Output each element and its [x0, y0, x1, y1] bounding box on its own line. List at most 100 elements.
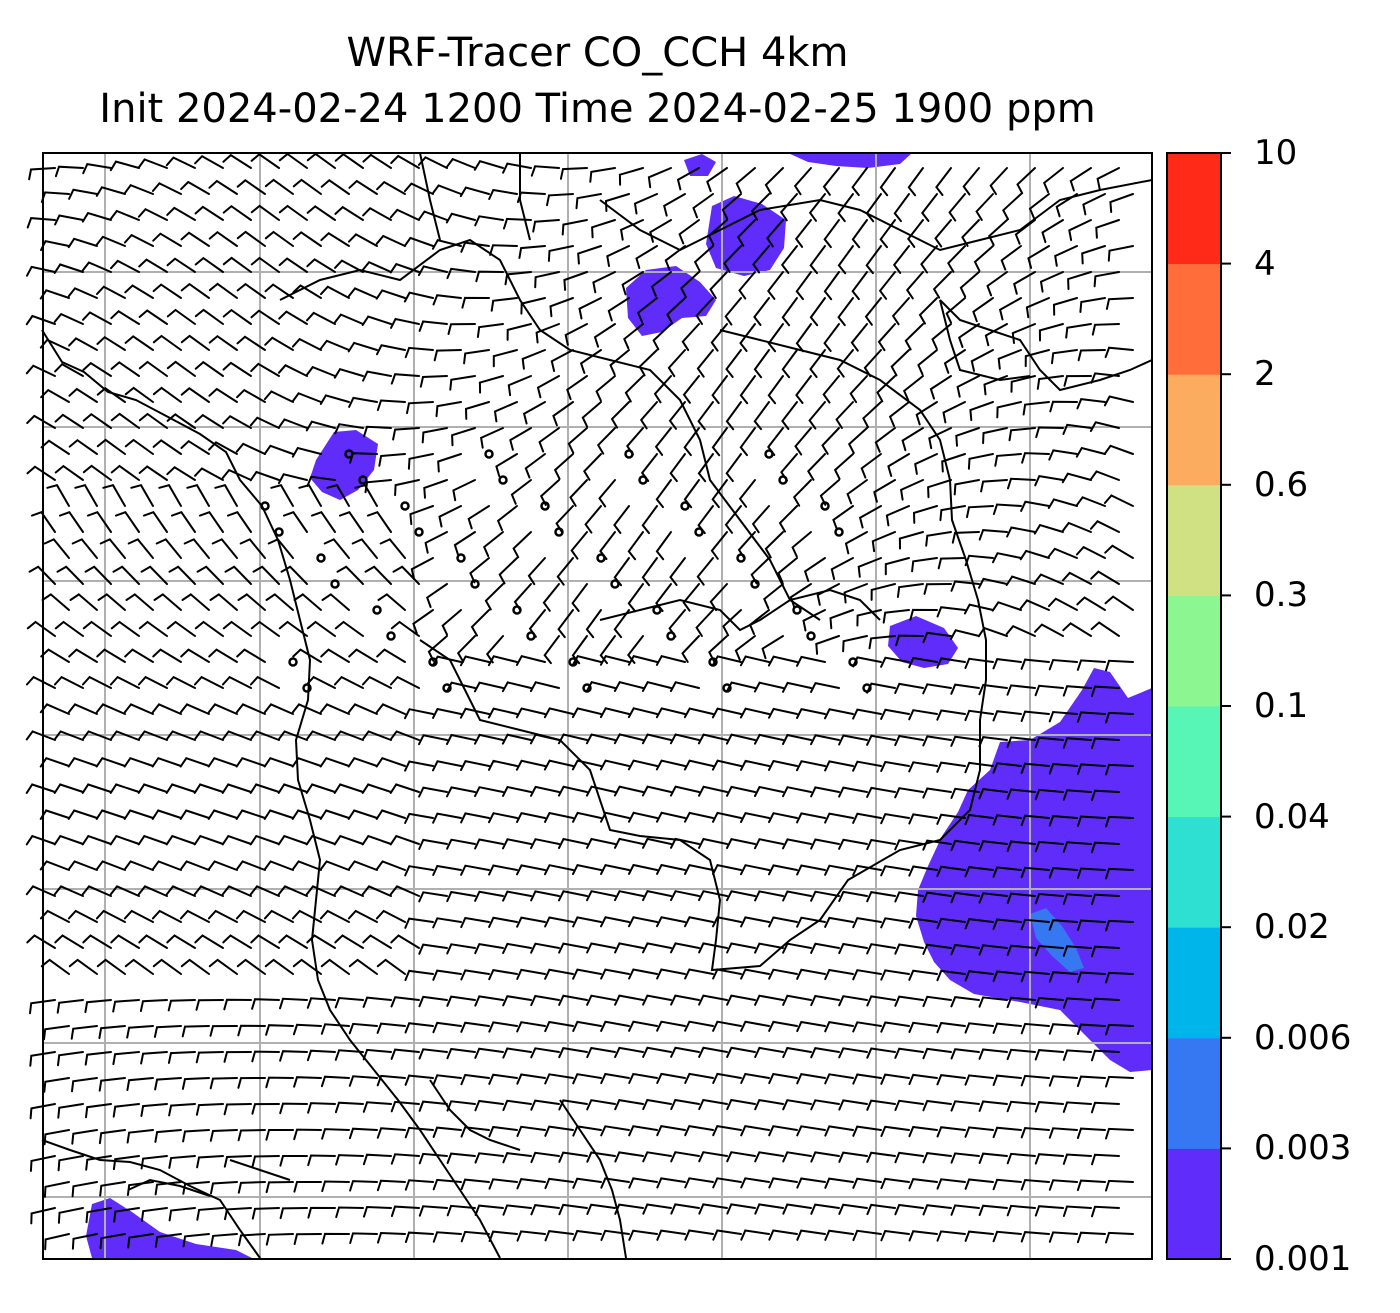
wind-barb	[753, 401, 770, 431]
wind-barb	[154, 1181, 182, 1196]
wind-barb	[155, 538, 182, 559]
wind-barb	[516, 968, 546, 980]
wind-barb	[222, 204, 252, 221]
wind-barb	[82, 620, 112, 637]
wind-barb	[348, 1022, 378, 1035]
coastline-islands	[127, 1159, 291, 1197]
calm-wind-marker	[414, 527, 424, 537]
wind-barb	[696, 349, 714, 378]
wind-barb	[460, 1126, 490, 1138]
wind-barb	[950, 891, 980, 904]
wind-barb	[628, 968, 658, 980]
wind-barb	[235, 809, 266, 820]
wind-barb	[838, 838, 868, 850]
wind-barb	[1105, 919, 1134, 932]
wind-barb	[208, 958, 238, 975]
wind-barb	[636, 297, 658, 323]
wind-barb	[684, 916, 714, 928]
wind-barb	[361, 675, 392, 689]
wind-barb	[423, 479, 448, 499]
wind-barb	[992, 918, 1022, 930]
wind-barb	[642, 837, 672, 849]
wind-barb	[754, 890, 784, 902]
wind-barb	[527, 557, 546, 586]
wind-barb	[1022, 401, 1050, 416]
wind-barb	[950, 1048, 980, 1060]
wind-barb	[68, 438, 98, 455]
wind-barb	[460, 1073, 490, 1086]
wind-barb	[655, 531, 672, 561]
wind-barb	[432, 812, 462, 824]
wind-barb	[711, 655, 742, 667]
wind-barb	[740, 968, 770, 980]
wind-barb	[334, 152, 364, 169]
wind-barb	[712, 1229, 742, 1241]
wind-barb	[556, 557, 574, 586]
wind-barb	[530, 1047, 560, 1059]
wind-barb	[207, 909, 238, 923]
wind-barb	[978, 892, 1008, 904]
wind-barb	[739, 655, 770, 667]
wind-barb	[655, 707, 686, 719]
wind-barb	[291, 757, 322, 768]
wind-barb	[1105, 1231, 1134, 1244]
wind-barb	[681, 635, 700, 663]
wind-barb	[1090, 685, 1120, 698]
wind-barb	[171, 510, 196, 533]
wind-barb	[110, 412, 140, 429]
wind-barb	[964, 1230, 994, 1242]
wind-barb	[547, 245, 574, 262]
wind-barb	[98, 1025, 126, 1040]
wind-barb	[320, 285, 350, 299]
wind-barb	[96, 335, 126, 351]
wind-barb	[1048, 449, 1078, 461]
wind-barb	[726, 1203, 756, 1215]
wind-barb	[879, 219, 896, 249]
wind-barb	[628, 1125, 658, 1137]
wind-barb	[866, 682, 896, 694]
wind-barb	[862, 401, 882, 429]
wind-barb	[978, 683, 1008, 696]
wind-barb	[334, 1101, 364, 1114]
wind-barb	[585, 681, 616, 692]
wind-barb	[291, 446, 322, 458]
wind-barb	[796, 760, 826, 772]
wind-barb	[81, 885, 112, 897]
calm-wind-marker	[274, 527, 284, 537]
colorbar-tick-label: 0.3	[1254, 575, 1309, 616]
wind-barb	[277, 473, 308, 485]
wind-barb	[249, 470, 280, 482]
wind-barb	[306, 205, 336, 221]
wind-barb	[1082, 193, 1106, 216]
wind-barb	[572, 1125, 602, 1137]
wind-barb	[137, 885, 168, 897]
wind-barb	[711, 479, 728, 509]
wind-barb	[734, 635, 756, 661]
wind-barb	[642, 1046, 672, 1058]
wind-barb	[54, 362, 84, 377]
wind-barb	[1041, 219, 1064, 244]
wind-barb	[810, 786, 840, 798]
wind-barb	[334, 934, 364, 949]
wind-barb	[502, 1204, 532, 1216]
border-northeast	[939, 299, 1153, 392]
wind-barb	[95, 909, 126, 923]
colorbar-swatch	[1167, 153, 1221, 265]
wind-barb	[802, 609, 826, 632]
wind-barb	[654, 427, 672, 456]
wind-barb	[986, 271, 1008, 297]
wind-barb	[264, 283, 294, 299]
wind-barb	[347, 909, 378, 923]
wind-barb	[390, 620, 420, 637]
wind-barb	[829, 609, 854, 630]
wind-barb	[221, 885, 252, 897]
wind-barb	[726, 1151, 756, 1163]
wind-barb	[43, 1025, 70, 1041]
calm-wind-marker	[540, 501, 550, 511]
wind-barb	[978, 736, 1008, 748]
wind-barb	[53, 312, 84, 325]
wind-barb	[536, 375, 560, 399]
wind-barb	[656, 1124, 686, 1137]
wind-barb	[112, 565, 140, 585]
wind-barb	[683, 759, 714, 771]
